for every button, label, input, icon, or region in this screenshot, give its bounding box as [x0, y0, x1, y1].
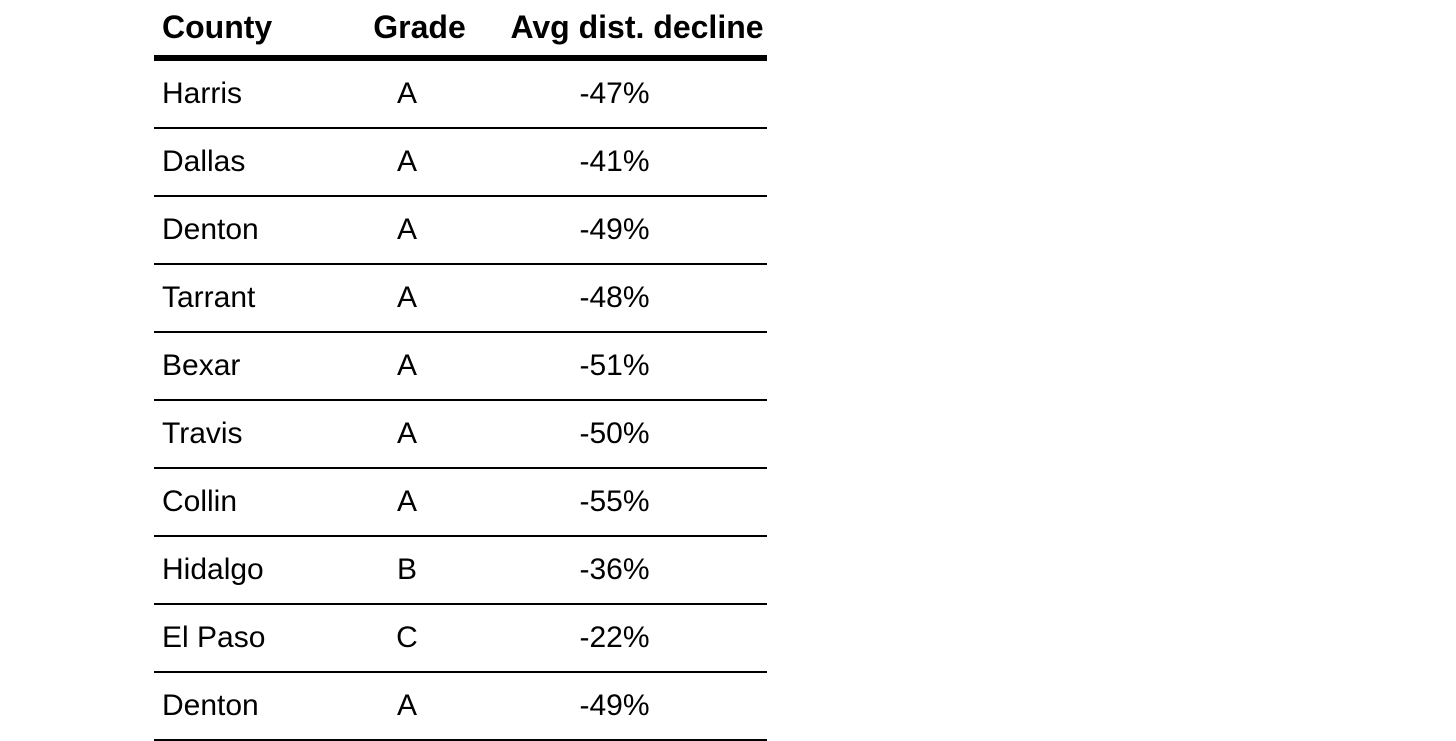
- table-cell: A: [332, 400, 507, 469]
- table-cell: -49%: [507, 672, 767, 741]
- table-cell: A: [332, 332, 507, 401]
- table-row: Denton A -49%: [154, 196, 767, 265]
- table-cell: A: [332, 468, 507, 537]
- table-cell: Harris: [154, 58, 332, 129]
- county-table: County Grade Avg dist. decline Harris A -47%…: [154, 0, 767, 741]
- table-cell: -51%: [507, 332, 767, 401]
- table-cell: -55%: [507, 468, 767, 537]
- table-cell: A: [332, 264, 507, 333]
- table-cell: El Paso: [154, 604, 332, 673]
- table-cell: Travis: [154, 400, 332, 469]
- table-cell: Collin: [154, 468, 332, 537]
- table-cell: -48%: [507, 264, 767, 333]
- table-cell: Bexar: [154, 332, 332, 401]
- table-body: Harris A -47% Dallas A -41% Denton A -49% Tarrant…: [154, 58, 767, 741]
- table-row: Travis A -50%: [154, 400, 767, 469]
- table-row: Tarrant A -48%: [154, 264, 767, 333]
- header-cell: Grade: [332, 0, 507, 61]
- table-cell: -22%: [507, 604, 767, 673]
- table-cell: Tarrant: [154, 264, 332, 333]
- table-cell: Hidalgo: [154, 536, 332, 605]
- table-cell: A: [332, 58, 507, 129]
- table-cell: Dallas: [154, 128, 332, 197]
- table-row: Hidalgo B -36%: [154, 536, 767, 605]
- table-cell: A: [332, 672, 507, 741]
- table-cell: Denton: [154, 672, 332, 741]
- table-cell: Denton: [154, 196, 332, 265]
- table-cell: -41%: [507, 128, 767, 197]
- table-cell: -49%: [507, 196, 767, 265]
- header-row: County Grade Avg dist. decline: [154, 0, 767, 61]
- table-cell: C: [332, 604, 507, 673]
- table-cell: A: [332, 128, 507, 197]
- table-row: Dallas A -41%: [154, 128, 767, 197]
- table-cell: -50%: [507, 400, 767, 469]
- table-cell: A: [332, 196, 507, 265]
- table-cell: -47%: [507, 58, 767, 129]
- table-row: Denton A -49%: [154, 672, 767, 741]
- table-row: Collin A -55%: [154, 468, 767, 537]
- table-cell: B: [332, 536, 507, 605]
- table-cell: -36%: [507, 536, 767, 605]
- table-row: Harris A -47%: [154, 58, 767, 129]
- table-row: Bexar A -51%: [154, 332, 767, 401]
- table-row: El Paso C -22%: [154, 604, 767, 673]
- header-cell: Avg dist. decline: [507, 0, 767, 61]
- header-cell: County: [154, 0, 332, 61]
